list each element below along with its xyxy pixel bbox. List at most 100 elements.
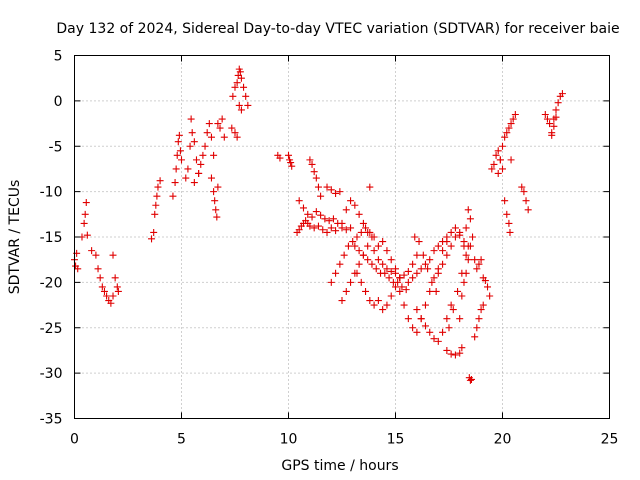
data-point bbox=[558, 90, 566, 98]
x-tick-label: 25 bbox=[601, 432, 619, 448]
data-point bbox=[355, 247, 363, 255]
data-point bbox=[299, 204, 307, 212]
data-point bbox=[449, 306, 457, 314]
data-point bbox=[347, 224, 355, 232]
data-point bbox=[176, 147, 184, 155]
data-point bbox=[456, 349, 464, 357]
data-point bbox=[109, 251, 117, 259]
data-point bbox=[464, 256, 472, 264]
x-tick-label: 5 bbox=[177, 432, 186, 448]
data-point bbox=[477, 306, 485, 314]
data-point bbox=[171, 179, 179, 187]
series-arc-e bbox=[148, 177, 164, 243]
data-point bbox=[342, 206, 350, 214]
data-point bbox=[413, 328, 421, 336]
series-arc-aq bbox=[501, 156, 515, 236]
data-point bbox=[451, 351, 459, 359]
data-point bbox=[295, 226, 303, 234]
data-point bbox=[473, 265, 481, 273]
series-arc-h bbox=[190, 120, 218, 187]
data-point bbox=[370, 301, 378, 309]
data-point bbox=[306, 156, 314, 164]
data-point bbox=[216, 124, 224, 132]
data-point bbox=[520, 188, 528, 196]
data-point bbox=[212, 206, 220, 214]
data-point bbox=[413, 269, 421, 277]
y-tick-label: 5 bbox=[54, 49, 63, 65]
data-point bbox=[372, 265, 380, 273]
data-point bbox=[505, 219, 513, 227]
data-point bbox=[546, 120, 554, 128]
data-point bbox=[443, 251, 451, 259]
data-point bbox=[477, 256, 485, 264]
data-point bbox=[385, 274, 393, 282]
data-point bbox=[242, 92, 250, 100]
data-point bbox=[88, 247, 96, 255]
data-point bbox=[451, 224, 459, 232]
data-point bbox=[511, 110, 519, 118]
data-point bbox=[447, 350, 455, 358]
data-point bbox=[338, 219, 346, 227]
data-point bbox=[421, 322, 429, 330]
data-point bbox=[220, 133, 228, 141]
series-arc-ar bbox=[518, 183, 532, 214]
data-point bbox=[467, 375, 475, 383]
series-arc-b bbox=[78, 199, 91, 241]
data-point bbox=[229, 92, 237, 100]
data-point bbox=[351, 201, 359, 209]
series-arc-k bbox=[228, 65, 252, 132]
series-arc-ad bbox=[413, 301, 455, 345]
series-arc-g bbox=[182, 115, 203, 182]
data-point bbox=[312, 208, 320, 216]
data-point bbox=[207, 174, 215, 182]
data-point bbox=[83, 231, 91, 239]
data-point bbox=[404, 267, 412, 275]
data-point bbox=[228, 124, 236, 132]
data-point bbox=[541, 110, 549, 118]
data-point bbox=[306, 222, 314, 230]
data-point bbox=[507, 156, 515, 164]
data-point bbox=[327, 224, 335, 232]
series-arc-ak bbox=[465, 374, 475, 384]
data-point bbox=[349, 238, 357, 246]
data-point bbox=[103, 292, 111, 300]
data-point bbox=[201, 142, 209, 150]
y-axis-label: SDTVAR / TECUs bbox=[7, 180, 23, 295]
data-point bbox=[454, 287, 462, 295]
data-point bbox=[107, 299, 115, 307]
data-point bbox=[336, 260, 344, 268]
data-point bbox=[501, 133, 509, 141]
data-point bbox=[80, 219, 88, 227]
data-point bbox=[308, 213, 316, 221]
data-point bbox=[364, 242, 372, 250]
data-point bbox=[374, 256, 382, 264]
data-point bbox=[237, 106, 245, 114]
data-point bbox=[366, 228, 374, 236]
series-arc-o bbox=[293, 217, 340, 236]
data-point bbox=[233, 133, 241, 141]
grid-layer bbox=[74, 55, 610, 419]
data-point bbox=[387, 256, 395, 264]
data-point bbox=[186, 142, 194, 150]
data-point bbox=[506, 228, 514, 236]
data-point bbox=[182, 174, 190, 182]
data-point bbox=[174, 138, 182, 146]
data-point bbox=[169, 192, 177, 200]
data-point bbox=[195, 169, 203, 177]
series-arc-m bbox=[274, 151, 284, 162]
y-tick-label: -5 bbox=[49, 139, 63, 155]
data-point bbox=[501, 197, 509, 205]
data-point bbox=[494, 169, 502, 177]
data-point bbox=[192, 156, 200, 164]
data-point bbox=[439, 260, 447, 268]
data-point bbox=[374, 297, 382, 305]
series-arc-w bbox=[353, 269, 378, 309]
data-point bbox=[392, 283, 399, 291]
data-point bbox=[207, 133, 215, 141]
data-point bbox=[244, 101, 252, 109]
data-point bbox=[153, 192, 161, 200]
data-point bbox=[111, 274, 119, 282]
data-point bbox=[237, 74, 245, 82]
data-point bbox=[288, 162, 296, 170]
data-point bbox=[443, 315, 451, 323]
